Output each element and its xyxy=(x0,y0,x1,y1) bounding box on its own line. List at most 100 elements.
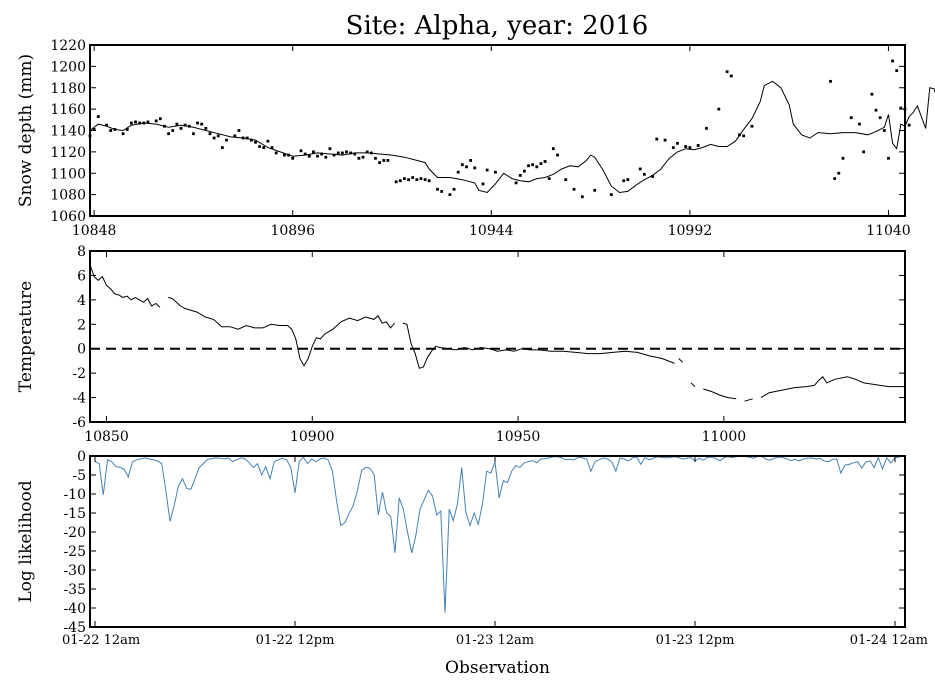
snow-observation-point xyxy=(891,59,894,63)
snow-observation-point xyxy=(874,108,878,112)
snow-observation-point xyxy=(452,187,456,191)
snow-observation-point xyxy=(353,152,357,156)
snow-observation-point xyxy=(299,149,303,153)
snow-observation-point xyxy=(531,163,535,167)
snow-observation-point xyxy=(415,178,419,182)
snow-xtick-label: 10896 xyxy=(270,223,315,239)
snow-observation-point xyxy=(345,150,348,154)
snow-observation-point xyxy=(862,150,866,154)
snow-observation-point xyxy=(572,187,576,191)
snow-observation-point xyxy=(899,106,903,110)
snow-observation-point xyxy=(237,129,241,132)
ll-ytick-label: -30 xyxy=(63,563,86,579)
snow-observation-point xyxy=(142,121,146,125)
temperature-line-segment xyxy=(690,382,696,387)
snow-observation-point xyxy=(241,136,245,140)
snow-observation-point xyxy=(564,178,568,182)
snow-observation-point xyxy=(258,145,262,148)
snow-observation-point xyxy=(841,156,845,160)
ll-xtick-label: 01-23 12pm xyxy=(656,633,735,648)
temp-ytick-label: 6 xyxy=(77,268,86,284)
snow-ytick-label: 1080 xyxy=(50,188,86,204)
snow-observation-point xyxy=(369,151,373,155)
snow-observation-point xyxy=(225,138,228,142)
snow-observation-point xyxy=(398,179,402,183)
log-likelihood-panel: -45 -40 -35 -30 -25 -20 -15 -10 -5 0 01-22 12am 01-… xyxy=(16,449,928,678)
snow-observation-point xyxy=(328,147,332,151)
temperature-line-segment xyxy=(744,398,753,402)
ll-xtick-label: 01-22 12pm xyxy=(256,633,335,648)
temperature-panel: -6 -4 -2 0 2 4 6 8 10850 10900 10950 11000 Temperatu… xyxy=(16,244,906,445)
temp-xtick-label: 10850 xyxy=(84,429,129,445)
snow-observation-point xyxy=(109,129,113,132)
ll-ytick-label: -5 xyxy=(72,468,86,484)
ll-ylabel: Log likelihood xyxy=(16,480,36,602)
ll-ytick-label: -10 xyxy=(63,487,86,503)
temperature-line-segment xyxy=(168,296,395,367)
temp-ytick-label: -4 xyxy=(72,391,86,407)
snow-observation-point xyxy=(460,163,464,167)
temperature-line-segment xyxy=(89,264,161,308)
snow-depth-panel: 1060 1080 1100 1120 1140 1160 1180 1200 1220 1084… xyxy=(16,38,935,239)
snow-observation-point xyxy=(378,161,381,164)
snow-observation-point xyxy=(407,178,410,182)
snow-observation-point xyxy=(158,117,162,121)
snow-observation-point xyxy=(556,153,559,157)
snow-observation-point xyxy=(535,165,539,169)
snow-observation-point xyxy=(324,155,328,159)
snow-observation-point xyxy=(320,152,324,156)
snow-observation-point xyxy=(96,115,100,119)
snow-observation-point xyxy=(622,179,626,183)
snow-observation-point xyxy=(473,166,477,170)
snow-observation-point xyxy=(220,146,224,149)
snow-observation-point xyxy=(196,121,199,125)
snow-ytick-label: 1200 xyxy=(50,59,86,75)
snow-observation-point xyxy=(171,129,175,132)
snow-observation-point xyxy=(287,153,290,157)
snow-observation-point xyxy=(423,178,427,182)
snow-observation-point xyxy=(870,92,874,96)
snow-observation-point xyxy=(249,138,253,142)
snow-ytick-label: 1120 xyxy=(50,145,86,161)
snow-observation-point xyxy=(283,153,286,157)
snow-observation-point xyxy=(705,126,708,130)
ll-ytick-label: -20 xyxy=(63,525,86,541)
temperature-axes-frame xyxy=(89,250,906,423)
snow-observation-point xyxy=(212,136,216,140)
snow-xtick-label: 10848 xyxy=(72,223,117,239)
snow-observation-point xyxy=(208,132,212,136)
snow-observation-point xyxy=(551,147,555,151)
snow-observation-point xyxy=(547,177,551,180)
snow-observation-point xyxy=(729,74,733,78)
snow-observation-point xyxy=(419,177,423,180)
snow-observation-point xyxy=(676,141,679,145)
snow-observation-point xyxy=(134,120,137,124)
snow-xtick-label: 10944 xyxy=(469,223,514,239)
snow-observation-point xyxy=(167,132,171,136)
snow-observation-point xyxy=(312,150,315,154)
snow-observation-point xyxy=(738,133,741,137)
snow-observation-point xyxy=(266,139,270,143)
snow-observation-point xyxy=(179,126,183,130)
ll-ytick-label: -35 xyxy=(63,582,86,598)
snow-observation-point xyxy=(291,156,295,160)
snow-observation-point xyxy=(183,123,187,127)
snow-observation-point xyxy=(427,179,431,183)
snow-observation-point xyxy=(146,120,150,124)
ll-ytick-label: -15 xyxy=(63,506,86,522)
snow-observation-point xyxy=(593,188,597,192)
snow-observation-point xyxy=(270,146,274,149)
snow-observation-point xyxy=(204,126,208,130)
snow-observation-point xyxy=(262,146,266,149)
ll-ytick-label: 0 xyxy=(77,449,86,465)
snow-observation-point xyxy=(403,177,406,180)
snow-observation-point xyxy=(113,128,117,131)
snow-ytick-label: 1180 xyxy=(50,81,86,97)
snow-ytick-label: 1100 xyxy=(50,166,86,182)
snow-observation-point xyxy=(440,190,444,193)
temp-ytick-label: -6 xyxy=(72,415,86,431)
snow-observation-point xyxy=(92,128,96,131)
snow-observation-point xyxy=(580,195,584,199)
snow-observation-point xyxy=(626,178,630,182)
